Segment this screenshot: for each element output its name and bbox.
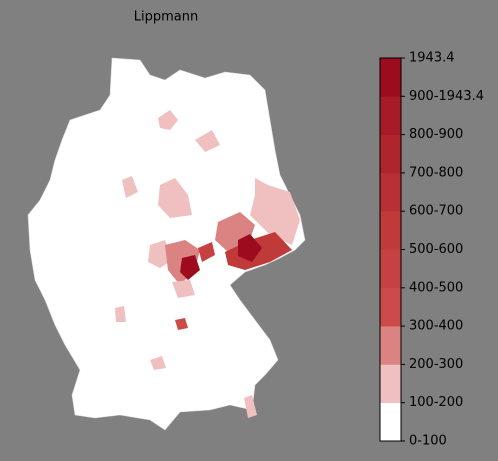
region	[158, 178, 192, 218]
region	[150, 356, 166, 370]
colorbar-label: 500-600	[409, 242, 463, 257]
colorbar-frame	[379, 57, 402, 442]
region	[180, 255, 200, 280]
colorbar-label: 900-1943.4	[409, 89, 484, 104]
colorbar-label: 700-800	[409, 165, 463, 180]
colorbar-segment	[380, 287, 401, 327]
colorbar: 1943.4 900-1943.4 800-900 700-800 600-700 500…	[380, 51, 484, 449]
colorbar-label: 600-700	[409, 204, 463, 219]
region	[172, 280, 195, 298]
region	[244, 395, 257, 418]
region	[250, 178, 300, 245]
colorbar-segment	[380, 326, 401, 365]
country-outline	[27, 57, 306, 431]
colorbar-label: 300-400	[409, 319, 463, 334]
colorbar-segment	[380, 402, 401, 442]
colorbar-label: 800-900	[409, 127, 463, 142]
colorbar-segment	[380, 211, 401, 250]
region	[198, 242, 215, 262]
region	[122, 176, 138, 198]
colorbar-label: 100-200	[409, 395, 463, 410]
map-title: Lippmann	[134, 10, 198, 25]
region	[238, 234, 262, 262]
colorbar-segment	[380, 134, 401, 174]
colorbar-label: 0-100	[409, 434, 447, 449]
region	[158, 110, 178, 130]
colorbar-segment	[380, 96, 401, 135]
colorbar-label: 400-500	[409, 280, 463, 295]
colorbar-segment	[380, 249, 401, 289]
region	[115, 306, 126, 322]
colorbar-segment	[380, 364, 401, 403]
colorbar-label: 200-300	[409, 357, 463, 372]
colorbar-segment	[380, 58, 401, 97]
germany-map	[27, 57, 306, 431]
region	[175, 318, 188, 330]
region	[195, 130, 220, 152]
colorbar-label: 1943.4	[409, 51, 455, 66]
colorbar-segment	[380, 172, 401, 212]
